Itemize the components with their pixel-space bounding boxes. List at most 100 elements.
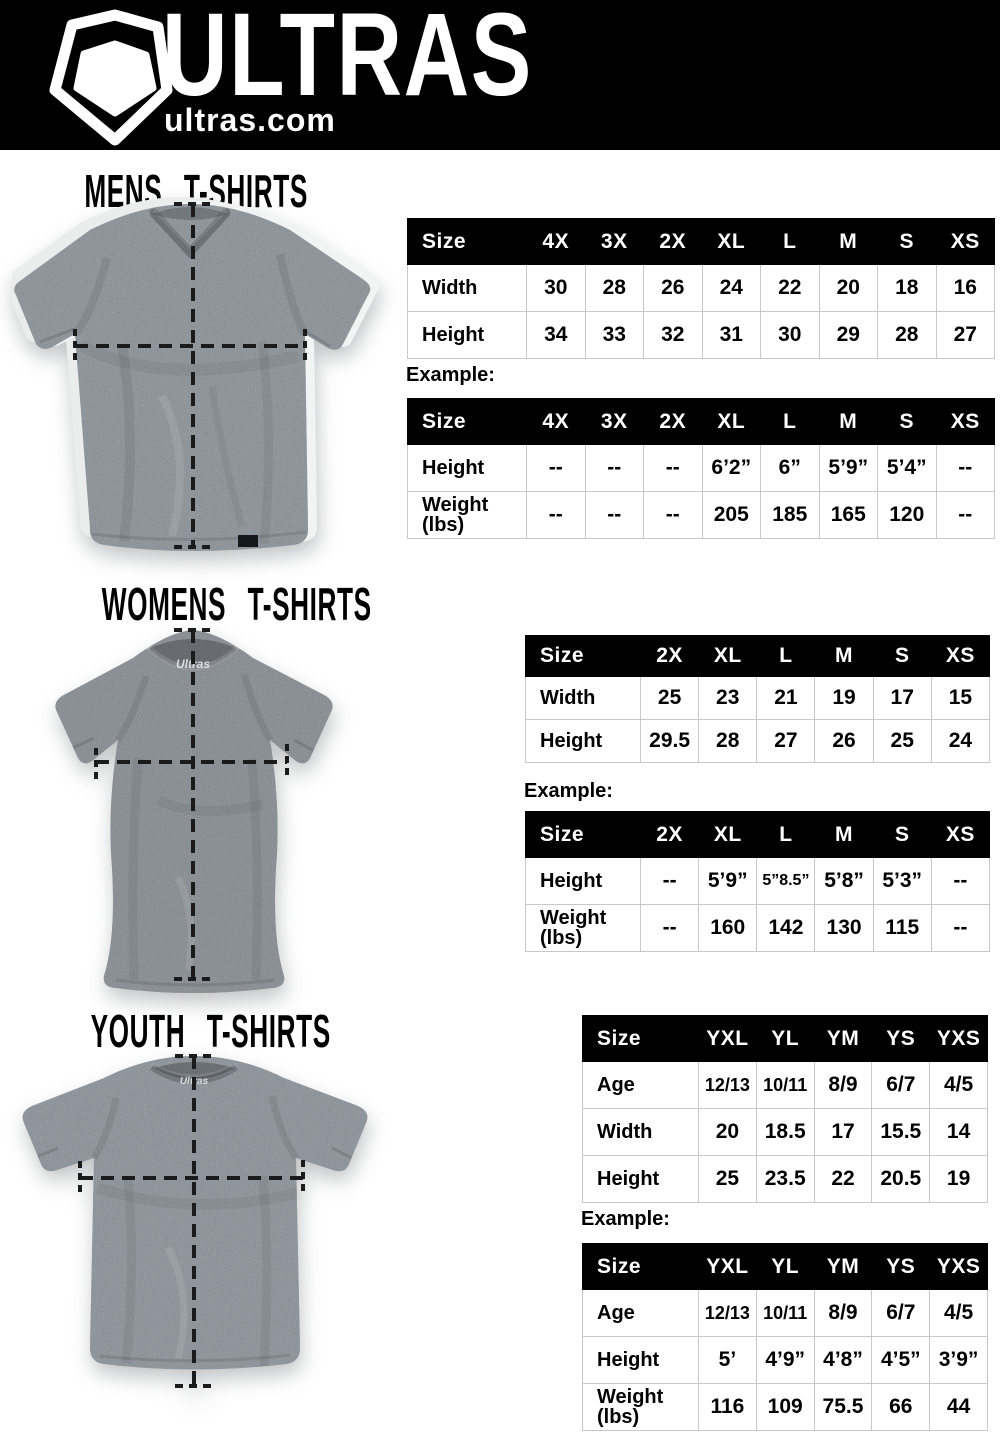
size-value-cell: 29 bbox=[818, 311, 878, 359]
size-value-cell: 12/13 bbox=[698, 1061, 757, 1109]
womens-example-label: Example: bbox=[524, 780, 613, 803]
size-value-cell: 8/9 bbox=[813, 1289, 873, 1337]
size-value-cell: 4’9” bbox=[755, 1336, 815, 1384]
header-row: Size 2X XL L M S XS bbox=[525, 811, 991, 858]
column-header: YXS bbox=[929, 1243, 988, 1290]
table-row: Height 29.5 28 27 26 25 24 bbox=[525, 719, 991, 763]
row-label: Height bbox=[407, 311, 527, 359]
column-header: XS bbox=[935, 218, 995, 265]
size-value-cell: -- bbox=[526, 491, 586, 539]
column-header: XL bbox=[698, 811, 758, 858]
size-value-cell: 5’3” bbox=[872, 857, 932, 905]
column-header: XS bbox=[930, 811, 991, 858]
example-label-text: Example: bbox=[524, 780, 613, 802]
size-value-cell: 22 bbox=[760, 264, 820, 312]
column-header: XS bbox=[930, 635, 991, 677]
header-row: Size YXL YL YM YS YXS bbox=[582, 1243, 988, 1290]
table-row: Height -- 5’9” 5”8.5” 5’8” 5’3” -- bbox=[525, 857, 991, 905]
size-value-cell: 120 bbox=[877, 491, 937, 539]
size-value-cell: 21 bbox=[756, 676, 816, 720]
row-label: Height bbox=[407, 444, 527, 492]
size-value-cell: 205 bbox=[701, 491, 761, 539]
table-row: Weight (lbs) 116 109 75.5 66 44 bbox=[582, 1383, 988, 1431]
size-value-cell: 23.5 bbox=[755, 1155, 815, 1203]
size-value-cell: 3’9” bbox=[929, 1336, 988, 1384]
example-label-text: Example: bbox=[406, 364, 495, 386]
size-value-cell: 5”8.5” bbox=[756, 857, 816, 905]
size-value-cell: 5’9” bbox=[818, 444, 878, 492]
size-value-cell: 24 bbox=[701, 264, 761, 312]
size-value-cell: 26 bbox=[643, 264, 703, 312]
mens-size-table: Size 4X 3X 2X XL L M S XS Width 30 28 26 24 22 20 18 16 He… bbox=[407, 218, 995, 359]
column-header: Size bbox=[525, 635, 641, 677]
table-row: Age 12/13 10/11 8/9 6/7 4/5 bbox=[582, 1289, 988, 1337]
column-header: 2X bbox=[639, 811, 700, 858]
youth-shirt-texture bbox=[22, 1056, 368, 1370]
column-header: YS bbox=[871, 1243, 931, 1290]
header-row: Size YXL YL YM YS YXS bbox=[582, 1015, 988, 1062]
column-header: YXS bbox=[929, 1015, 988, 1062]
size-value-cell: 27 bbox=[756, 719, 816, 763]
column-header: XL bbox=[701, 218, 761, 265]
size-value-cell: 18 bbox=[877, 264, 937, 312]
column-header: Size bbox=[582, 1015, 699, 1062]
youth-section-title: YOUTH T-SHIRTS bbox=[0, 1008, 385, 1054]
size-value-cell: 15.5 bbox=[871, 1108, 931, 1156]
size-value-cell: 6/7 bbox=[871, 1061, 931, 1109]
youth-example-label: Example: bbox=[581, 1208, 670, 1231]
size-value-cell: -- bbox=[935, 444, 995, 492]
size-value-cell: 19 bbox=[929, 1155, 988, 1203]
mens-tshirt-image bbox=[12, 197, 380, 551]
size-value-cell: 10/11 bbox=[755, 1289, 815, 1337]
youth-tshirt-image: Ultras bbox=[22, 1054, 368, 1388]
column-header: YM bbox=[813, 1015, 873, 1062]
size-value-cell: 14 bbox=[929, 1108, 988, 1156]
size-value-cell: 4/5 bbox=[929, 1289, 988, 1337]
size-value-cell: -- bbox=[643, 491, 703, 539]
table-row: Width 20 18.5 17 15.5 14 bbox=[582, 1108, 988, 1156]
size-value-cell: -- bbox=[930, 857, 991, 905]
size-value-cell: 130 bbox=[814, 904, 874, 952]
column-header: Size bbox=[525, 811, 641, 858]
size-value-cell: -- bbox=[526, 444, 586, 492]
column-header: 4X bbox=[526, 398, 586, 445]
size-value-cell: 142 bbox=[756, 904, 816, 952]
brand-domain: ultras.com bbox=[164, 102, 336, 138]
column-header: YM bbox=[813, 1243, 873, 1290]
column-header: XL bbox=[698, 635, 758, 677]
row-label: Weight (lbs) bbox=[525, 904, 641, 952]
size-value-cell: 5’8” bbox=[814, 857, 874, 905]
size-value-cell: 10/11 bbox=[755, 1061, 815, 1109]
column-header: YL bbox=[755, 1015, 815, 1062]
size-value-cell: -- bbox=[639, 904, 700, 952]
row-label: Height bbox=[525, 719, 641, 763]
column-header: Size bbox=[407, 218, 527, 265]
row-label: Weight (lbs) bbox=[407, 491, 527, 539]
row-label: Width bbox=[525, 676, 641, 720]
size-value-cell: 44 bbox=[929, 1383, 988, 1431]
column-header: 3X bbox=[584, 398, 644, 445]
column-header: M bbox=[818, 398, 878, 445]
size-value-cell: -- bbox=[639, 857, 700, 905]
size-value-cell: 4/5 bbox=[929, 1061, 988, 1109]
size-value-cell: 115 bbox=[872, 904, 932, 952]
size-value-cell: 4’8” bbox=[813, 1336, 873, 1384]
table-row: Height 25 23.5 22 20.5 19 bbox=[582, 1155, 988, 1203]
column-header: YL bbox=[755, 1243, 815, 1290]
size-value-cell: 25 bbox=[698, 1155, 757, 1203]
size-value-cell: 20 bbox=[698, 1108, 757, 1156]
size-value-cell: 109 bbox=[755, 1383, 815, 1431]
header-row: Size 2X XL L M S XS bbox=[525, 635, 991, 677]
column-header: YXL bbox=[698, 1015, 757, 1062]
womens-section-title-text: WOMENS T-SHIRTS bbox=[101, 578, 372, 630]
size-value-cell: 28 bbox=[698, 719, 758, 763]
column-header: L bbox=[760, 218, 820, 265]
size-value-cell: 6” bbox=[760, 444, 820, 492]
size-value-cell: -- bbox=[643, 444, 703, 492]
size-value-cell: 26 bbox=[814, 719, 874, 763]
table-row: Weight (lbs) -- 160 142 130 115 -- bbox=[525, 904, 991, 952]
column-header: L bbox=[756, 811, 816, 858]
row-label: Width bbox=[407, 264, 527, 312]
row-label: Age bbox=[582, 1289, 699, 1337]
